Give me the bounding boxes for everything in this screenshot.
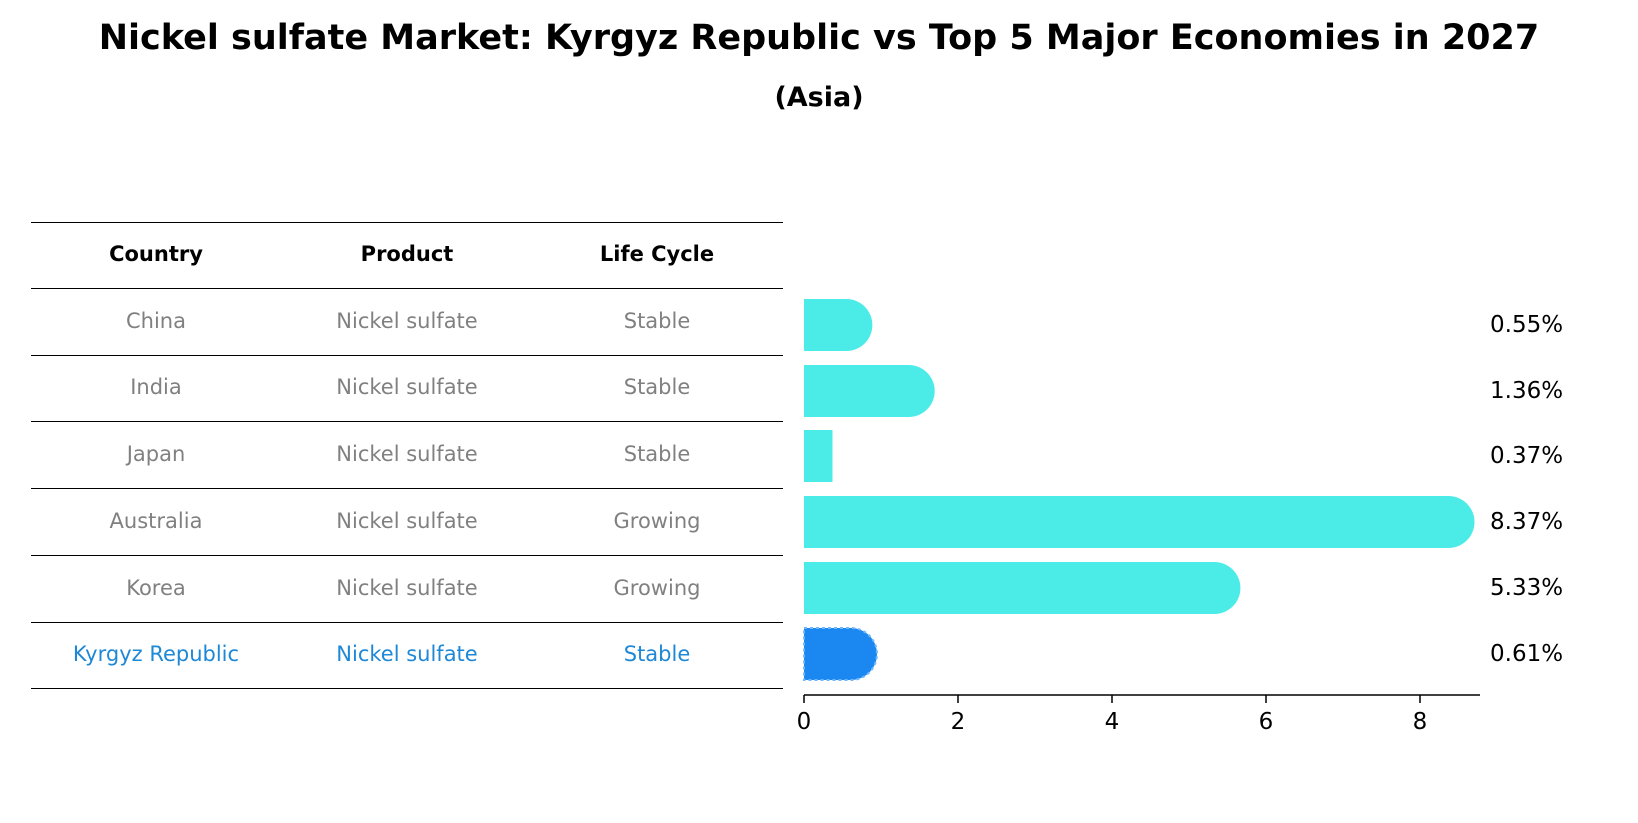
bar-australia <box>804 496 1475 548</box>
row-china-country: China <box>126 309 186 333</box>
x-tick-label: 6 <box>1259 709 1274 735</box>
chart-subtitle: (Asia) <box>774 82 864 113</box>
row-japan-country: Japan <box>126 442 186 466</box>
row-china-life-cycle: Stable <box>623 309 691 333</box>
row-kyrgyz-country: Kyrgyz Republic <box>72 642 240 666</box>
table-rule <box>31 555 783 556</box>
row-japan-product: Nickel sulfate <box>336 442 478 466</box>
value-label-australia: 8.37% <box>1490 509 1563 535</box>
table-bottom-rule <box>31 688 783 689</box>
bar-india <box>804 365 935 417</box>
header-product: Product <box>360 242 454 266</box>
value-label-india: 1.36% <box>1490 378 1563 404</box>
table-rule <box>31 421 783 422</box>
x-tick-label: 2 <box>951 709 966 735</box>
table-rule <box>31 488 783 489</box>
table-rule <box>31 355 783 356</box>
header-life-cycle: Life Cycle <box>599 242 715 266</box>
row-india-country: India <box>130 375 182 399</box>
row-india-life-cycle: Stable <box>623 375 691 399</box>
row-kyrgyz-product: Nickel sulfate <box>336 642 478 666</box>
row-india-product: Nickel sulfate <box>336 375 478 399</box>
row-australia-life-cycle: Growing <box>613 509 701 533</box>
bar-korea <box>804 562 1241 614</box>
chart-title: Nickel sulfate Market: Kyrgyz Republic v… <box>98 18 1540 58</box>
bar-china <box>804 299 873 351</box>
x-tick-label: 8 <box>1413 709 1428 735</box>
bar-kyrgyz-republic <box>803 627 878 681</box>
value-label-china: 0.55% <box>1490 312 1563 338</box>
row-china-product: Nickel sulfate <box>336 309 478 333</box>
x-tick-label: 0 <box>797 709 812 735</box>
table-rule <box>31 288 783 289</box>
bar-japan <box>804 430 833 482</box>
row-kyrgyz-life-cycle: Stable <box>623 642 691 666</box>
row-australia-product: Nickel sulfate <box>336 509 478 533</box>
table-rule <box>31 622 783 623</box>
row-korea-country: Korea <box>126 576 186 600</box>
table-top-rule <box>31 222 783 223</box>
row-japan-life-cycle: Stable <box>623 442 691 466</box>
value-label-kyrgyz-republic: 0.61% <box>1490 641 1563 667</box>
header-country: Country <box>109 242 203 266</box>
row-korea-life-cycle: Growing <box>613 576 701 600</box>
row-australia-country: Australia <box>109 509 203 533</box>
x-tick-label: 4 <box>1105 709 1120 735</box>
row-korea-product: Nickel sulfate <box>336 576 478 600</box>
value-label-korea: 5.33% <box>1490 575 1563 601</box>
value-label-japan: 0.37% <box>1490 443 1563 469</box>
